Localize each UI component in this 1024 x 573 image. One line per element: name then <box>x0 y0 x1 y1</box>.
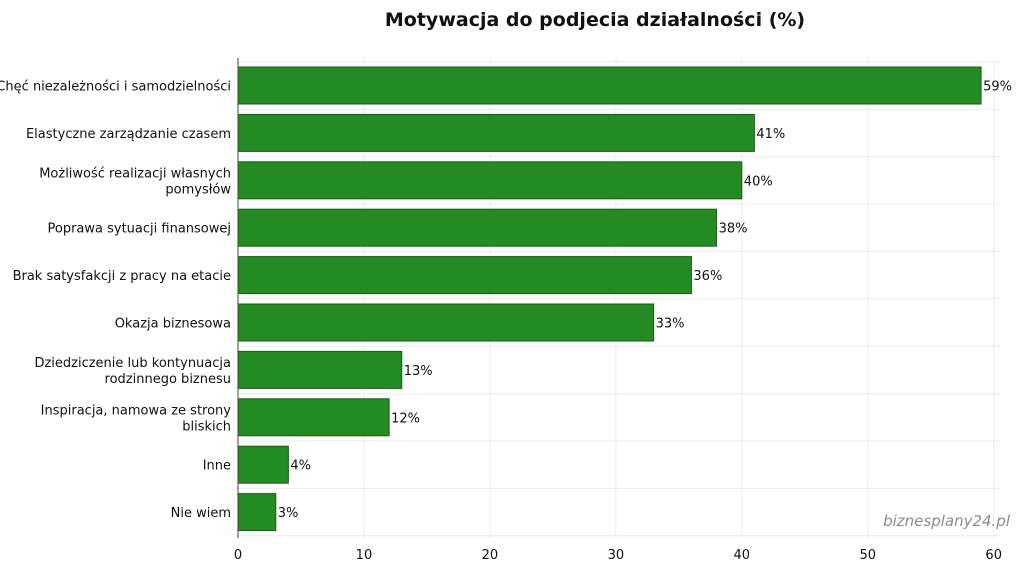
bar <box>237 398 390 437</box>
category-label: Elastyczne zarządzanie czasem <box>26 127 231 142</box>
x-tick-label: 20 <box>482 548 499 563</box>
bar-value-label: 36% <box>693 269 722 284</box>
bar <box>237 256 692 295</box>
category-label: Nie wiem <box>171 506 231 521</box>
chart-title: Motywacja do podjecia działalności (%) <box>384 9 806 31</box>
bar-value-label: 41% <box>756 127 785 142</box>
labels-layer: 59% Chęć niezależności i samodzielności 41… <box>0 80 1012 522</box>
bar-value-label: 12% <box>391 411 420 426</box>
x-tick-label: 30 <box>608 548 625 563</box>
bar-value-label: 4% <box>290 459 311 474</box>
category-label: rodzinnego biznesu <box>105 372 231 387</box>
bar <box>237 113 755 152</box>
category-label: Brak satysfakcji z pracy na etacie <box>13 269 231 284</box>
category-label: Możliwość realizacji własnych <box>39 166 231 181</box>
bar-value-label: 33% <box>656 317 685 332</box>
category-label: Dziedziczenie lub kontynuacja <box>34 356 231 371</box>
x-tick-label: 60 <box>985 548 1002 563</box>
watermark: biznesplany24.pl <box>883 512 1010 530</box>
x-tick-label: 0 <box>234 548 242 563</box>
x-tick-label: 10 <box>356 548 373 563</box>
grid-layer <box>237 58 1000 538</box>
bar <box>237 66 982 105</box>
x-tick-label: 50 <box>859 548 876 563</box>
category-label: Chęć niezależności i samodzielności <box>0 80 231 95</box>
category-label: pomysłów <box>165 182 231 197</box>
axis-layer: 0 10 20 30 40 50 60 <box>234 58 1002 563</box>
bar <box>237 161 743 200</box>
category-label: bliskich <box>182 419 231 434</box>
category-label: Inne <box>203 459 231 474</box>
bar-value-label: 40% <box>744 174 773 189</box>
bar <box>237 493 277 532</box>
bar <box>237 445 289 484</box>
bar-value-label: 3% <box>278 506 299 521</box>
category-label: Okazja biznesowa <box>115 317 231 332</box>
bar-value-label: 38% <box>719 222 748 237</box>
bar-value-label: 13% <box>404 364 433 379</box>
bar <box>237 303 655 342</box>
category-label: Inspiracja, namowa ze strony <box>41 403 232 418</box>
bar <box>237 208 718 247</box>
category-label: Poprawa sytuacji finansowej <box>48 222 232 237</box>
bar-value-label: 59% <box>983 80 1012 95</box>
x-tick-label: 40 <box>734 548 751 563</box>
bar <box>237 350 403 389</box>
